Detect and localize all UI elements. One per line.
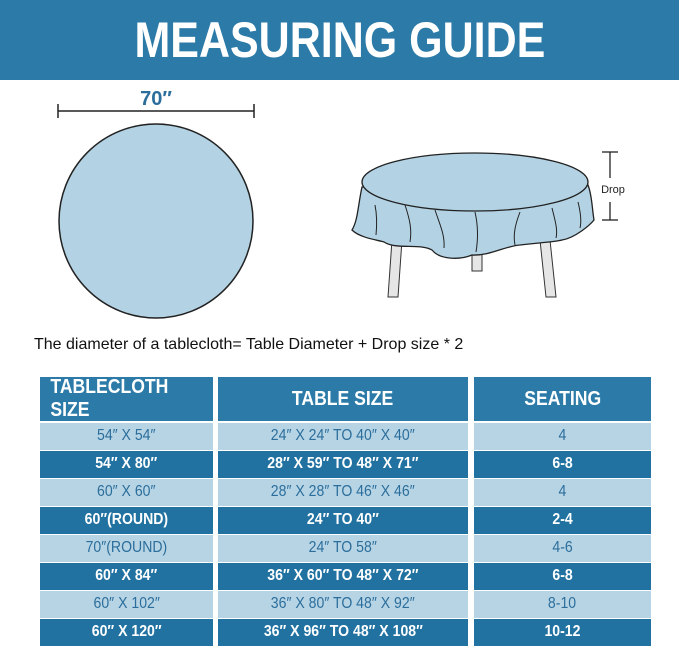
table-cell: 10-12 <box>474 619 651 646</box>
table-cell: 28″ X 28″ TO 46″ X 46″ <box>218 479 468 506</box>
table-size-column: TABLE SIZE 24″ X 24″ TO 40″ X 40″ 28″ X … <box>218 377 468 647</box>
table-cell: 60″ X 60″ <box>40 479 213 506</box>
table-cell: 4 <box>474 479 651 506</box>
diameter-label: 70″ <box>140 88 172 110</box>
measuring-illustration: 70″ Drop <box>57 88 625 319</box>
round-tablecloth <box>58 123 254 319</box>
table-cell: 6-8 <box>474 451 651 478</box>
header-tablecloth-size: TABLECLOTH SIZE <box>40 376 213 421</box>
table-cell: 6-8 <box>474 563 651 590</box>
table-cell: 4 <box>474 423 651 450</box>
table-cell: 60″(ROUND) <box>40 507 213 534</box>
table-cell: 28″ X 59″ TO 48″ X 71″ <box>218 451 468 478</box>
table-cell: 60″ X 120″ <box>40 619 213 646</box>
table-cell: 60″ X 102″ <box>40 591 213 618</box>
table-cell: 36″ X 80″ TO 48″ X 92″ <box>218 591 468 618</box>
table-cell: 24″ TO 58″ <box>218 535 468 562</box>
table-cell: 54″ X 54″ <box>40 423 213 450</box>
table-cell: 54″ X 80″ <box>40 451 213 478</box>
table-cell: 4-6 <box>474 535 651 562</box>
table-cell: 8-10 <box>474 591 651 618</box>
drop-dimension: Drop <box>601 151 625 221</box>
table-cell: 24″ X 24″ TO 40″ X 40″ <box>218 423 468 450</box>
table-cell: 60″ X 84″ <box>40 563 213 590</box>
table-with-cloth <box>351 152 595 298</box>
seating-column: SEATING 4 6-8 4 2-4 4-6 6-8 8-10 10-12 <box>474 377 651 647</box>
formula-text: The diameter of a tablecloth= Table Diam… <box>34 336 464 353</box>
table-cell: 24″ TO 40″ <box>218 507 468 534</box>
drop-label: Drop <box>601 184 625 196</box>
table-cell: 70″(ROUND) <box>40 535 213 562</box>
tablecloth-size-column: TABLECLOTH SIZE 54″ X 54″ 54″ X 80″ 60″ … <box>40 376 213 647</box>
table-cell: 2-4 <box>474 507 651 534</box>
header-table-size: TABLE SIZE <box>218 377 468 421</box>
diameter-dimension: 70″ <box>57 88 255 118</box>
page-title: MEASURING GUIDE <box>134 12 545 68</box>
table-cell: 36″ X 60″ TO 48″ X 72″ <box>218 563 468 590</box>
title-banner: MEASURING GUIDE <box>0 0 679 80</box>
header-seating: SEATING <box>474 377 651 421</box>
table-cell: 36″ X 96″ TO 48″ X 108″ <box>218 619 468 646</box>
